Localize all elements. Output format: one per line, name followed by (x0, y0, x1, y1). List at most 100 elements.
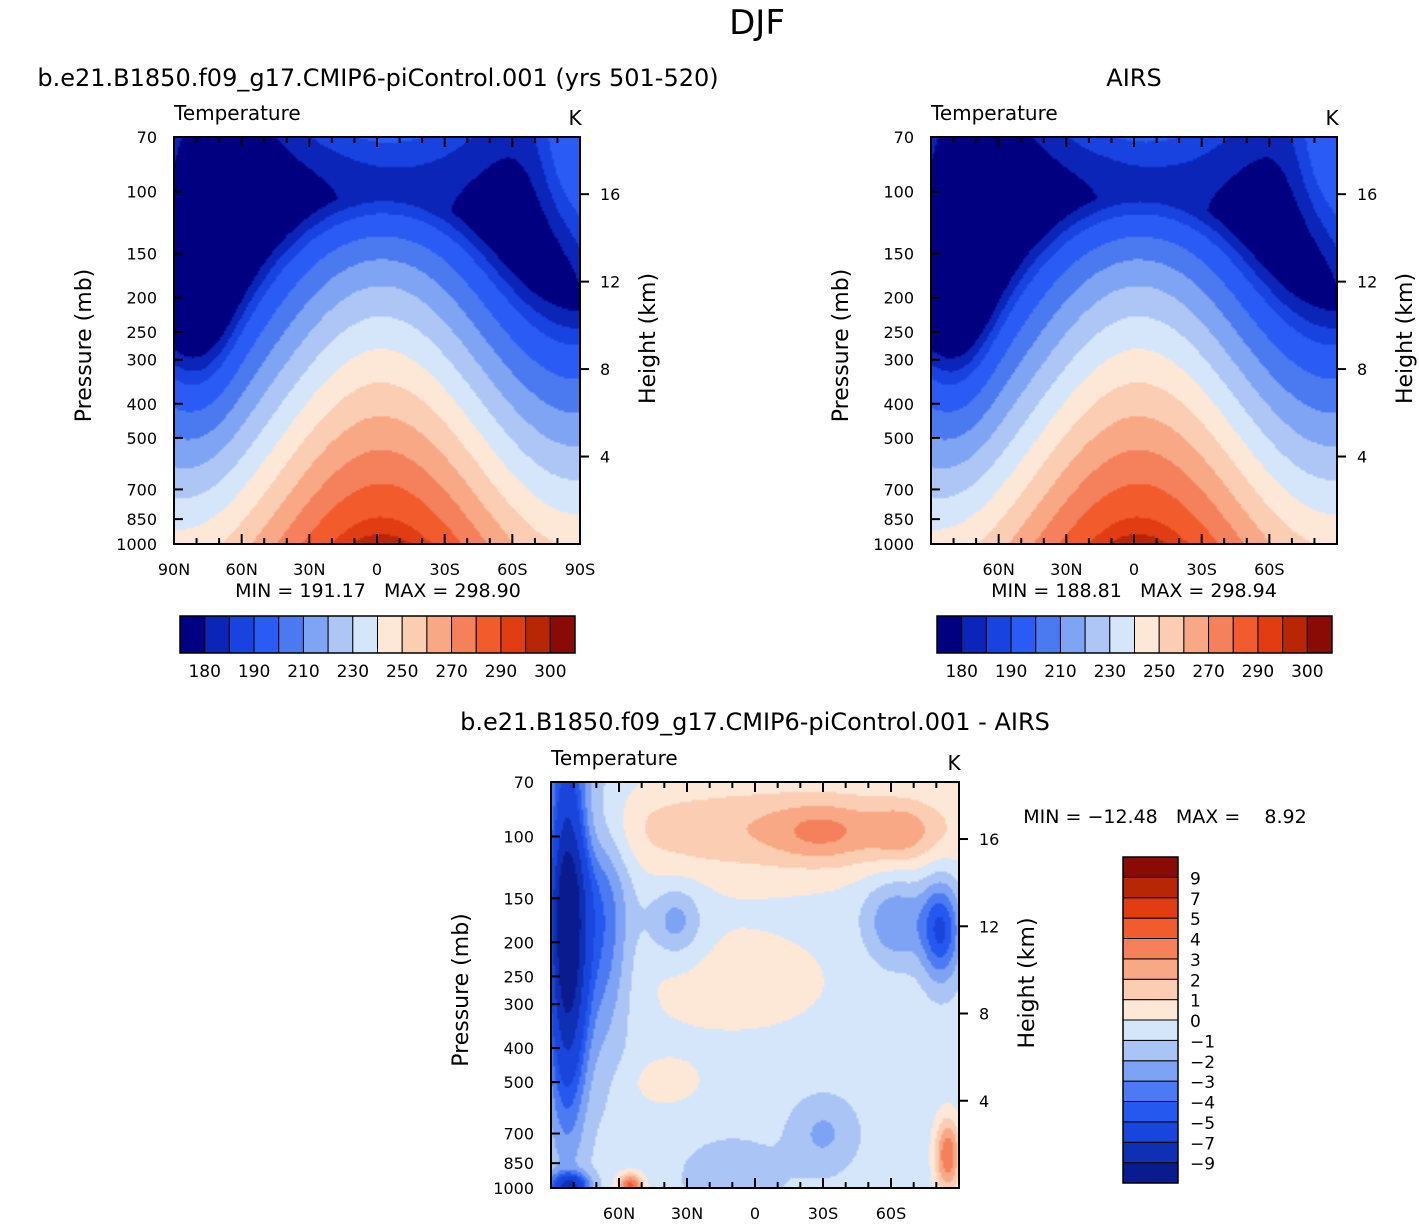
diff-colorbar-label: −4 (1190, 1094, 1215, 1114)
obs-contour-field (931, 137, 1337, 544)
model-units-label: K (568, 106, 582, 130)
diff-colorbar-label: 1 (1190, 992, 1201, 1012)
model-colorbar-label: 250 (386, 662, 418, 682)
diff-colorbar-frame (1122, 856, 1179, 1184)
obs-colorbar-swatch (1035, 615, 1061, 654)
obs-colorbar-label: 300 (1291, 662, 1323, 682)
diff-ytick-label: 70 (514, 773, 534, 792)
diff-colorbar-swatch (1122, 856, 1179, 878)
model-left-label: Temperature (173, 101, 301, 125)
diff-xtick-label: 30S (808, 1204, 839, 1223)
diff-contour-field (551, 782, 959, 1188)
model-xtick-label: 30S (429, 560, 460, 579)
diff-colorbar-label: 2 (1190, 971, 1201, 991)
model-ytick-label: 700 (126, 480, 157, 499)
obs-colorbar-label: 290 (1242, 662, 1274, 682)
diff-ylabel: Pressure (mb) (449, 913, 474, 1067)
model-colorbar-swatch (475, 615, 502, 654)
model-ylabel: Pressure (mb) (72, 269, 97, 423)
diff-ytick-label: 700 (503, 1125, 534, 1144)
model-height-tick-label: 16 (600, 185, 620, 204)
model-colorbar-label: 230 (337, 662, 369, 682)
model-ytick-label: 250 (126, 323, 157, 342)
diff-height-tick-label: 4 (979, 1092, 989, 1111)
diff-colorbar-swatch (1122, 999, 1179, 1021)
obs-colorbar-swatch (1109, 615, 1135, 654)
obs-ylabel: Pressure (mb) (829, 269, 854, 423)
diff-xtick-label: 60S (876, 1204, 907, 1223)
diff-title: b.e21.B1850.f09_g17.CMIP6-piControl.001 … (460, 708, 1050, 736)
model-colorbar-swatch (253, 615, 280, 654)
diff-ytick-label: 150 (503, 889, 534, 908)
model-colorbar-swatch (525, 615, 551, 654)
obs-colorbar-swatch (961, 615, 987, 654)
panel-obs: AIRS Temperature K 70 100 150 200 250 300 400 500 7… (829, 64, 1418, 682)
obs-colorbar-label: 180 (945, 662, 977, 682)
model-ytick-label: 1000 (116, 535, 157, 554)
diff-colorbar-swatch (1122, 1060, 1179, 1082)
model-colorbar-swatch (228, 615, 255, 654)
obs-colorbar-swatch (1059, 615, 1086, 654)
diff-ytick-label: 200 (503, 933, 534, 952)
diff-colorbar-label: −2 (1190, 1053, 1215, 1073)
diff-colorbar-swatch (1122, 1162, 1179, 1184)
obs-ytick-label: 700 (883, 480, 914, 499)
diff-colorbar-label: 7 (1190, 890, 1201, 910)
diff-ylabel-right: Height (km) (1015, 917, 1040, 1048)
obs-xtick-label: 60N (983, 560, 1015, 579)
figure-title: DJF (729, 3, 785, 43)
model-colorbar-swatch (352, 615, 378, 654)
model-xtick-label: 30N (293, 560, 325, 579)
obs-xtick-label: 60S (1254, 560, 1285, 579)
diff-xtick-label: 0 (750, 1204, 760, 1223)
obs-ytick-label: 250 (883, 323, 914, 342)
obs-height-tick-label: 16 (1357, 185, 1377, 204)
diff-xtick-label: 60N (603, 1204, 635, 1223)
obs-colorbar-label: 230 (1094, 662, 1126, 682)
obs-xtick-label: 30S (1186, 560, 1217, 579)
model-colorbar-swatch (426, 615, 453, 654)
model-ytick-label: 400 (126, 395, 157, 414)
diff-colorbar-label: 5 (1190, 910, 1201, 930)
model-xtick-label: 90S (565, 560, 596, 579)
model-colorbar-label: 210 (287, 662, 319, 682)
obs-colorbar-swatch (1010, 615, 1037, 654)
diff-colorbar-label: 4 (1190, 931, 1201, 951)
model-ytick-label: 500 (126, 429, 157, 448)
diff-colorbar-swatch (1122, 1039, 1179, 1062)
model-colorbar: 180 190 210 230 250 270 290 300 (179, 615, 576, 682)
diff-left-label: Temperature (550, 746, 678, 770)
obs-colorbar-swatch (1257, 615, 1284, 654)
diff-colorbar-label: 9 (1190, 869, 1201, 889)
diff-ytick-label: 300 (503, 995, 534, 1014)
obs-units-label: K (1325, 106, 1339, 130)
obs-ytick-label: 150 (883, 245, 914, 264)
obs-colorbar-label: 250 (1143, 662, 1175, 682)
diff-ytick-label: 1000 (493, 1179, 534, 1198)
diff-ytick-label: 850 (503, 1154, 534, 1173)
model-ytick-label: 70 (137, 128, 157, 147)
model-ytick-label: 100 (126, 183, 157, 202)
obs-colorbar-frame (936, 615, 1333, 654)
obs-left-label: Temperature (930, 101, 1058, 125)
diff-colorbar-swatch (1122, 876, 1179, 899)
diff-colorbar-label: −3 (1190, 1073, 1215, 1093)
obs-height-tick-label: 4 (1357, 448, 1367, 467)
diff-colorbar-swatch (1122, 978, 1179, 1001)
obs-ytick-label: 1000 (873, 535, 914, 554)
obs-colorbar-label: 190 (995, 662, 1027, 682)
diff-colorbar-swatch (1122, 1141, 1179, 1164)
diff-height-tick-label: 12 (979, 917, 999, 936)
obs-colorbar: 180 190 210 230 250 270 290 300 (936, 615, 1333, 682)
obs-colorbar-swatch (1084, 615, 1111, 654)
obs-colorbar-swatch (1306, 615, 1333, 654)
diff-height-tick-label: 8 (979, 1005, 989, 1024)
model-colorbar-swatch (278, 615, 304, 654)
obs-xtick-label: 0 (1129, 560, 1139, 579)
model-min-max: MIN = 191.17 MAX = 298.90 (235, 580, 521, 602)
model-colorbar-label: 290 (485, 662, 517, 682)
obs-colorbar-swatch (1282, 615, 1308, 654)
diff-colorbar-label: −5 (1190, 1114, 1215, 1134)
model-colorbar-swatch (401, 615, 428, 654)
model-colorbar-label: 180 (188, 662, 220, 682)
